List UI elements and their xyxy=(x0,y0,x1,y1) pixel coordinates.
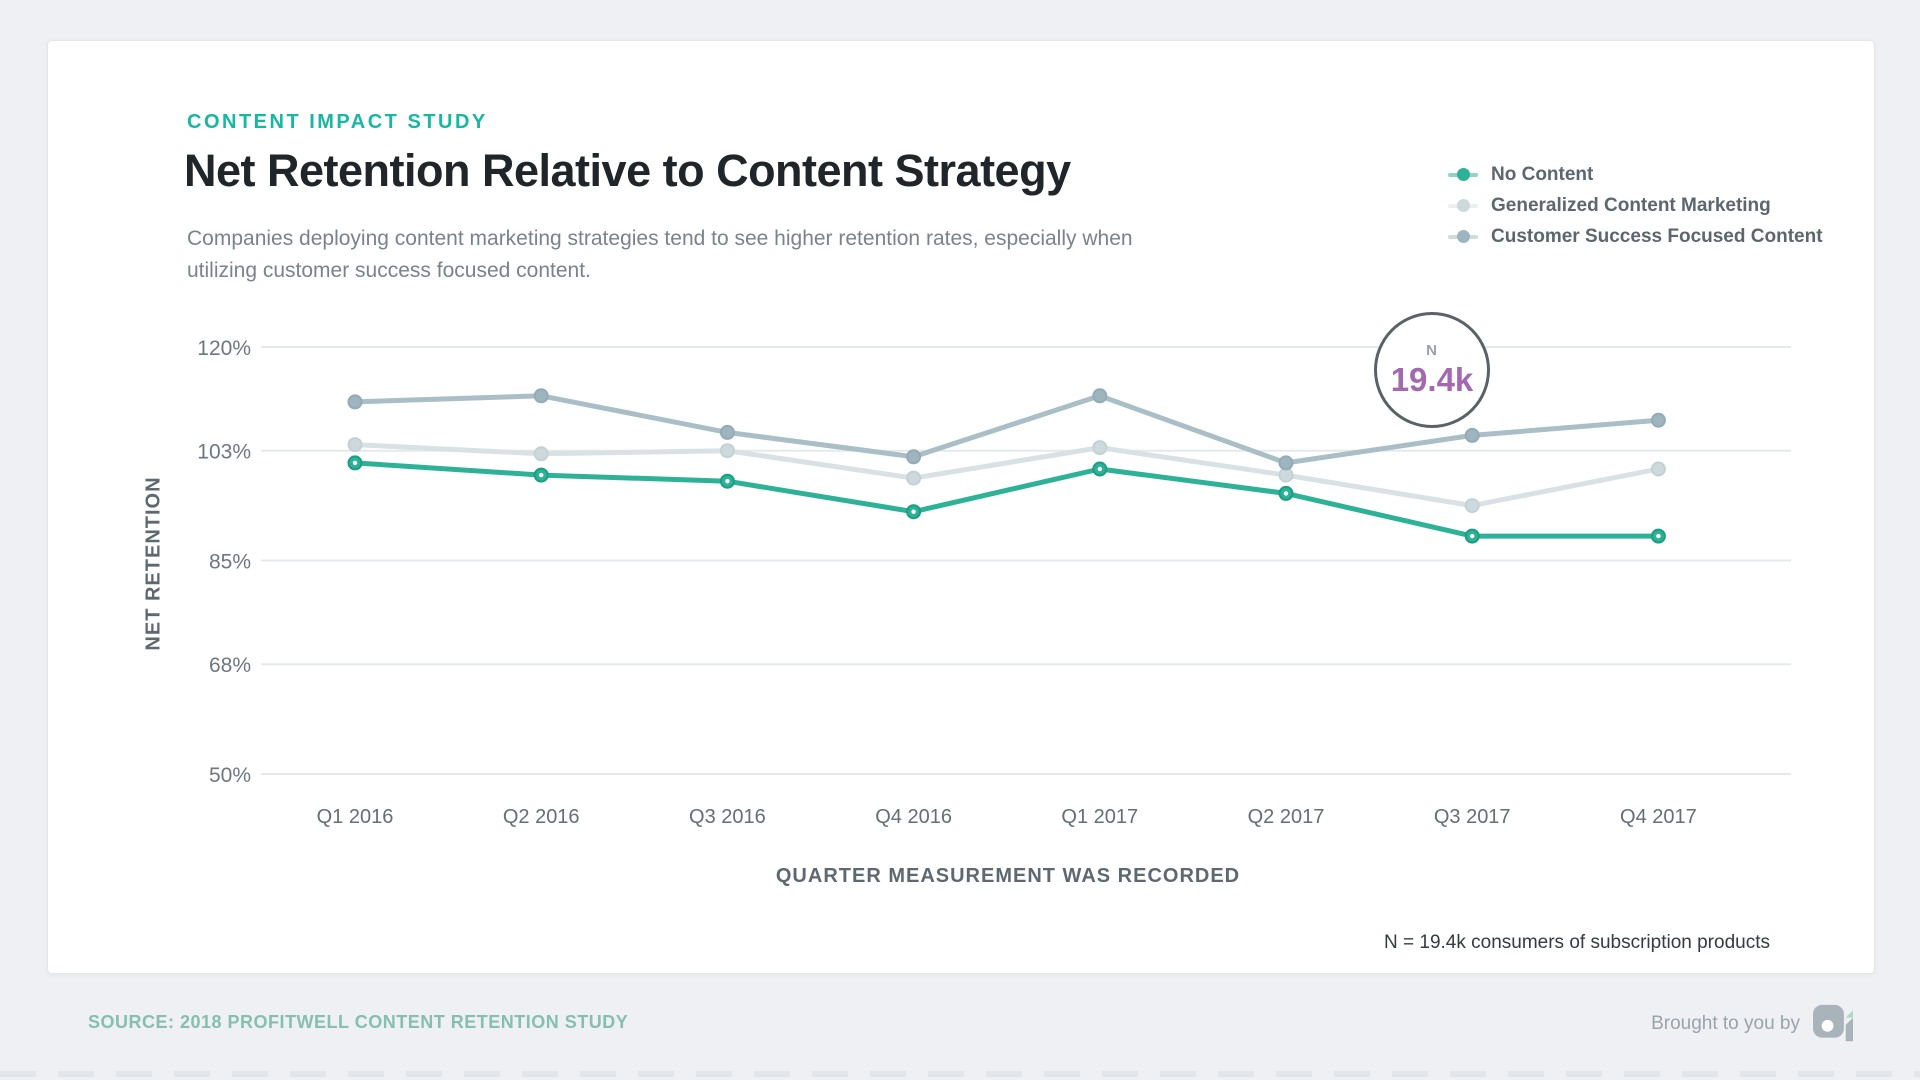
data-point-center xyxy=(725,479,730,484)
page-title: Net Retention Relative to Content Strate… xyxy=(184,145,1071,196)
data-point-center xyxy=(1656,533,1661,539)
kicker: CONTENT IMPACT STUDY xyxy=(187,111,488,133)
data-point xyxy=(906,470,922,486)
cutoff-content-strip xyxy=(0,1071,1920,1077)
legend-marker-icon xyxy=(1448,199,1478,212)
data-point xyxy=(906,449,922,465)
x-tick-label: Q4 2017 xyxy=(1620,806,1697,828)
subtitle: Companies deploying content marketing st… xyxy=(187,227,1133,282)
y-tick-label: 50% xyxy=(209,764,251,787)
y-tick-label: 85% xyxy=(209,551,251,574)
data-point xyxy=(1464,498,1480,514)
x-tick-label: Q3 2017 xyxy=(1434,806,1511,828)
data-point xyxy=(719,424,735,440)
chart-card: CONTENT IMPACT STUDY Net Retention Relat… xyxy=(47,40,1875,974)
x-tick-label: Q2 2017 xyxy=(1248,806,1325,828)
data-point-center xyxy=(1283,491,1289,496)
x-tick-label: Q4 2016 xyxy=(875,806,952,828)
legend-label: No Content xyxy=(1491,163,1594,185)
legend-label: Customer Success Focused Content xyxy=(1491,225,1823,247)
source-text: SOURCE: 2018 PROFITWELL CONTENT RETENTIO… xyxy=(88,1012,629,1032)
line-chart: 120% 103% 85% 68% 50% Q1 2016 Q2 2016 Q3 2016 Q4… xyxy=(197,337,1791,828)
data-point-center xyxy=(1097,466,1103,472)
data-point xyxy=(1278,455,1294,471)
data-point xyxy=(1092,388,1108,404)
data-point xyxy=(1092,440,1108,456)
legend-marker-icon xyxy=(1448,230,1478,243)
legend-item: No Content xyxy=(1448,159,1823,190)
series-line xyxy=(352,442,1661,509)
y-tick-label: 120% xyxy=(197,337,251,360)
sample-size-value: 19.4k xyxy=(1390,360,1474,398)
x-tick-label: Q1 2016 xyxy=(317,806,394,828)
y-axis-title: NET RETENTION xyxy=(142,476,165,651)
data-point xyxy=(1650,461,1666,477)
data-point xyxy=(1278,467,1294,483)
data-point xyxy=(1464,427,1480,443)
legend-label: Generalized Content Marketing xyxy=(1491,194,1771,216)
data-point-center xyxy=(539,472,544,478)
brought-label: Brought to you by xyxy=(1651,1013,1800,1034)
data-point-center xyxy=(1470,533,1475,539)
data-point xyxy=(347,437,363,453)
data-point xyxy=(1650,412,1666,428)
data-point xyxy=(533,388,549,404)
series-line xyxy=(352,460,1661,539)
data-point xyxy=(533,446,549,462)
brought-to-you-by: Brought to you by xyxy=(1651,1000,1854,1048)
data-point-center xyxy=(352,460,358,466)
legend-item: Customer Success Focused Content xyxy=(1448,221,1823,252)
x-tick-label: Q2 2016 xyxy=(503,806,580,828)
sample-size-badge: N 19.4k xyxy=(1374,312,1490,428)
y-tick-label: 103% xyxy=(197,441,251,464)
profitwell-logo-icon xyxy=(1813,1004,1853,1042)
y-tick-label: 68% xyxy=(209,654,251,677)
legend-item: Generalized Content Marketing xyxy=(1448,190,1823,221)
legend-marker-icon xyxy=(1448,168,1478,181)
sample-size-label: N xyxy=(1426,341,1438,359)
legend: No Content Generalized Content Marketing C… xyxy=(1448,159,1823,252)
x-tick-label: Q1 2017 xyxy=(1061,806,1138,828)
x-axis-title: QUARTER MEASUREMENT WAS RECORDED xyxy=(775,865,1241,887)
x-tick-label: Q3 2016 xyxy=(689,806,766,828)
data-point-center xyxy=(911,509,916,514)
data-point xyxy=(347,394,363,410)
data-point xyxy=(719,443,735,459)
sample-note: N = 19.4k consumers of subscription prod… xyxy=(1384,932,1770,953)
series-line xyxy=(352,393,1661,466)
